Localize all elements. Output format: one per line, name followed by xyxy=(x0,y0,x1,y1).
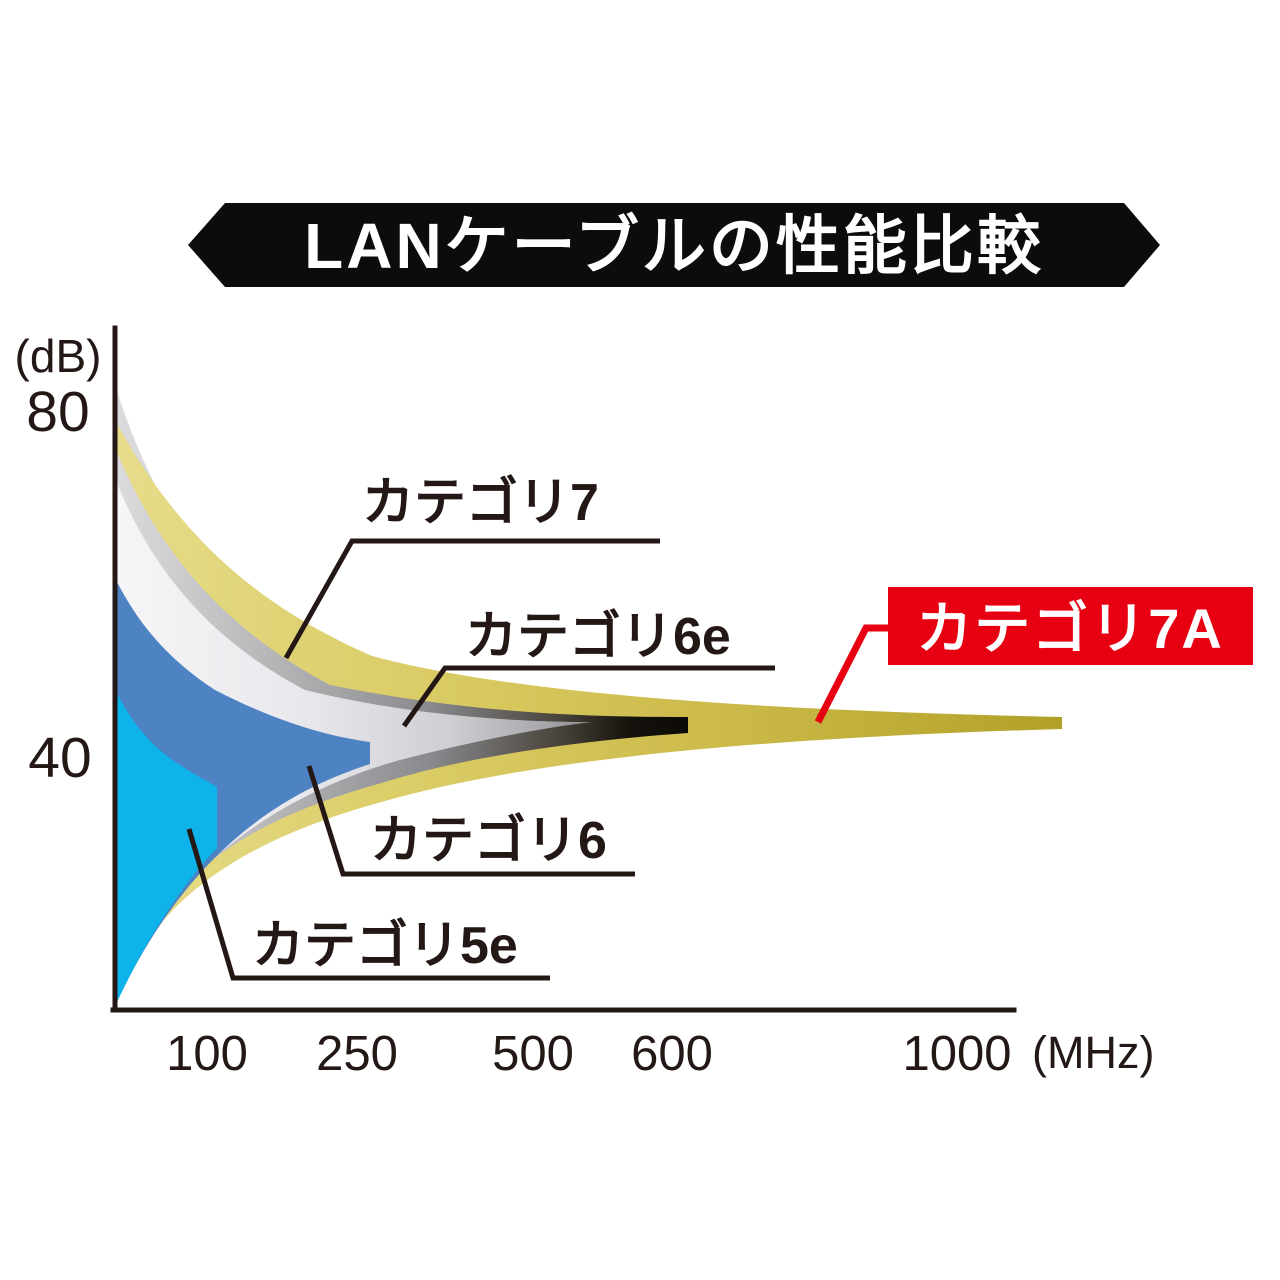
title-banner xyxy=(188,203,1160,287)
cat7a-label: カテゴリ7A xyxy=(916,597,1224,660)
cat7-leader-line xyxy=(283,538,660,660)
y-tick-40: 40 xyxy=(28,726,91,790)
cat5e-leader-line xyxy=(186,828,550,981)
band-cat7a xyxy=(115,420,1062,1006)
cat7a-label-box xyxy=(888,587,1253,665)
cat5e-label: カテゴリ5e xyxy=(252,916,518,975)
cat6e-label: カテゴリ6e xyxy=(465,607,731,666)
x-tick-100: 100 xyxy=(166,1027,248,1081)
cat6-leader-line xyxy=(306,765,635,877)
x-tick-600: 600 xyxy=(631,1027,713,1081)
x-tick-500: 500 xyxy=(492,1027,574,1081)
cat6e-leader-line xyxy=(401,665,775,728)
x-tick-250: 250 xyxy=(316,1027,398,1081)
band-cat6 xyxy=(115,578,370,1004)
x-axis-unit: (MHz) xyxy=(1032,1027,1154,1078)
cat6-label: カテゴリ6 xyxy=(370,811,607,870)
page-title: LANケーブルの性能比較 xyxy=(304,210,1044,282)
cat7-label: カテゴリ7 xyxy=(362,473,599,532)
cat7a-leader-line xyxy=(814,624,890,724)
y-axis-unit: (dB) xyxy=(15,330,102,382)
y-tick-80: 80 xyxy=(26,380,89,444)
x-tick-1000: 1000 xyxy=(902,1027,1011,1081)
band-cat5e xyxy=(115,689,217,1004)
